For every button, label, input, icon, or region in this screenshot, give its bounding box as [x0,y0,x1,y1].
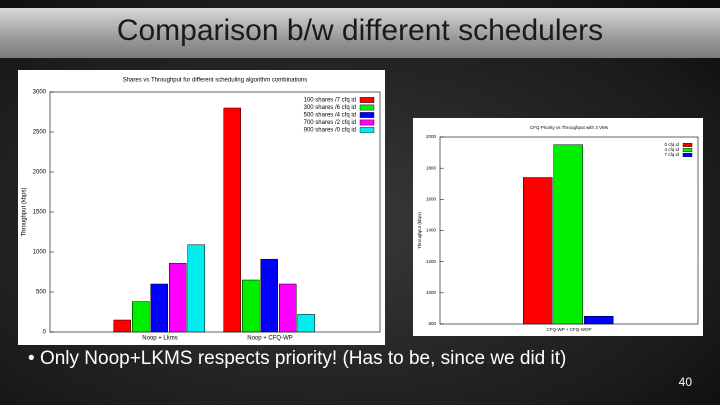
legend-label: 300 shares /6 cfq id [304,105,356,111]
legend-swatch [682,153,693,157]
bar [584,315,614,325]
legend-label: 700 shares /2 cfq id [304,120,356,126]
y-tick-label: 2000 [426,134,437,139]
y-tick-label: 800 [428,321,436,326]
bar [187,244,205,333]
bar [242,279,260,333]
bar [223,107,241,333]
y-axis-label: Throughput (kbps) [417,212,422,249]
chart-title: Shares vs Throughput for different sched… [123,78,308,84]
legend-swatch [359,104,375,111]
x-tick-label: Noop + Lkms [142,336,178,342]
y-tick-label: 2500 [33,130,47,136]
slide-title: Comparison b/w different schedulers [116,14,604,47]
legend-swatch [359,112,375,118]
y-tick-label: 1800 [426,165,437,170]
y-tick-label: 1000 [426,290,437,295]
bar [113,319,131,333]
y-tick-label: 1600 [426,197,437,202]
legend-swatch [359,97,375,103]
legend-swatch [359,119,375,126]
y-tick-label: 0 [43,330,47,336]
plot-frame [49,91,381,333]
bar [523,177,553,325]
bar [169,262,187,333]
legend-swatch [682,148,693,152]
chart-title: CFQ Priority vs Throughput with 3 VMs [530,125,609,130]
bar [553,144,583,325]
legend-label: 7 cfq id [664,152,679,157]
bar [260,258,278,333]
bar [132,301,150,333]
x-tick-label: Noop + CFQ-WP [247,336,293,342]
bar [297,314,315,333]
y-tick-label: 3000 [33,90,47,96]
legend-label: 900 shares /0 cfq id [304,128,356,134]
y-tick-label: 500 [36,290,47,296]
legend-label: 100 shares /7 cfq id [304,98,356,104]
legend-label: 500 shares /4 cfq id [304,113,356,119]
legend-swatch [359,127,375,133]
bar [150,283,168,333]
y-tick-label: 1400 [426,228,437,233]
y-tick-label: 1500 [33,210,47,216]
x-tick-label: CFQ-WP + CFQ-WOP [546,327,591,332]
page-number: 40 [678,375,692,389]
bullet: • Only Noop+LKMS respects priority! (Has… [28,348,567,369]
legend-label: 4 cfq id [664,147,679,152]
legend-swatch [682,143,693,147]
y-tick-label: 2000 [33,170,47,176]
y-tick-label: 1000 [33,250,47,256]
legend-label: 0 cfq id [664,142,679,147]
y-tick-label: 1200 [426,259,437,264]
bullet-text: Only Noop+LKMS respects priority! (Has t… [39,348,567,369]
y-axis-label: Throughput (kbps) [22,187,28,236]
bar [279,283,297,333]
title-bar [0,8,720,58]
